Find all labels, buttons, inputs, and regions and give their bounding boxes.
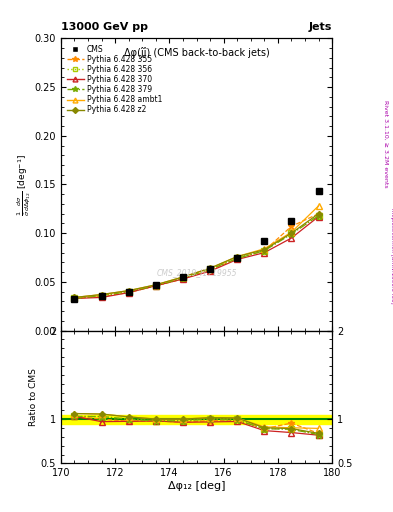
Bar [61,415,332,423]
Legend: CMS, Pythia 6.428 355, Pythia 6.428 356, Pythia 6.428 370, Pythia 6.428 379, Pyt: CMS, Pythia 6.428 355, Pythia 6.428 356,… [65,42,165,117]
Y-axis label: $\frac{1}{\bar{\sigma}}\frac{d\sigma}{d\Delta\phi_{12}}$ [deg$^{-1}$]: $\frac{1}{\bar{\sigma}}\frac{d\sigma}{d\… [16,154,33,216]
Text: Rivet 3.1.10, ≥ 3.2M events: Rivet 3.1.10, ≥ 3.2M events [383,99,388,187]
Text: Jets: Jets [309,22,332,32]
Text: mcplots.cern.ch [arXiv:1306.3436]: mcplots.cern.ch [arXiv:1306.3436] [390,208,393,304]
Text: Δφ(ĵĵ) (CMS back-to-back jets): Δφ(ĵĵ) (CMS back-to-back jets) [124,47,269,58]
Y-axis label: Ratio to CMS: Ratio to CMS [29,368,38,426]
X-axis label: Δφ₁₂ [deg]: Δφ₁₂ [deg] [168,481,225,491]
Text: CMS_2019_I1719955: CMS_2019_I1719955 [156,268,237,276]
Text: 13000 GeV pp: 13000 GeV pp [61,22,148,32]
